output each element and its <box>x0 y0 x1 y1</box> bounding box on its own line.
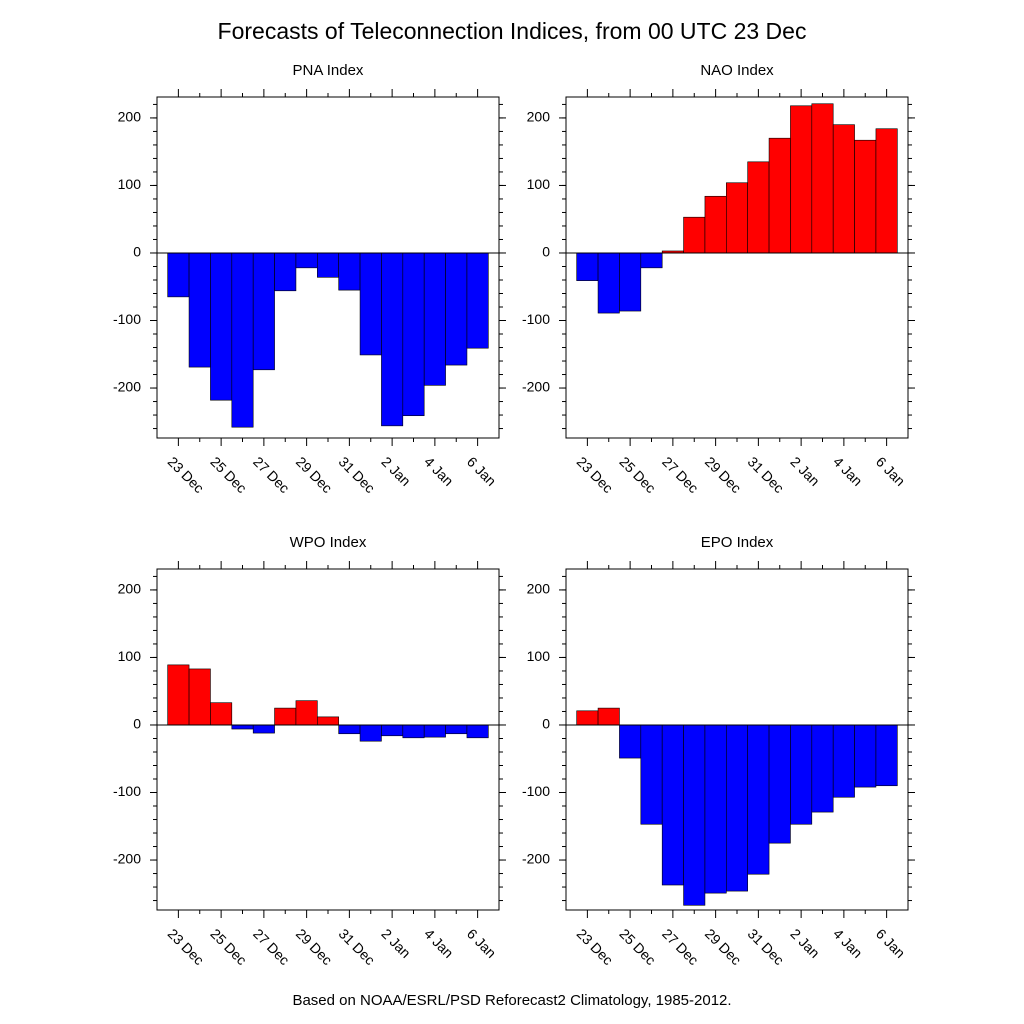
bar <box>640 252 663 269</box>
bar <box>854 139 877 254</box>
bar <box>875 128 898 254</box>
bar <box>683 216 706 254</box>
bar <box>359 252 382 356</box>
bar <box>597 252 620 314</box>
bar <box>167 252 190 298</box>
bar <box>726 182 748 254</box>
bar <box>252 252 275 371</box>
bar <box>210 252 233 401</box>
y-tick-label: 100 <box>118 648 142 664</box>
y-tick-label: 200 <box>527 581 551 597</box>
y-tick-label: 200 <box>118 581 142 597</box>
bar <box>811 724 834 813</box>
bar <box>704 724 727 894</box>
bar <box>188 252 211 368</box>
bar <box>640 724 663 825</box>
y-tick-label: 200 <box>118 109 142 125</box>
bar <box>768 724 791 844</box>
bar <box>402 252 425 417</box>
footnote: Based on NOAA/ESRL/PSD Reforecast2 Clima… <box>292 992 731 1009</box>
panel-title: PNA Index <box>293 62 364 79</box>
bar <box>402 724 425 739</box>
bar <box>466 252 489 349</box>
y-tick-label: 0 <box>133 244 141 260</box>
y-tick-label: -200 <box>113 379 141 395</box>
y-tick-label: -100 <box>522 311 550 327</box>
bar <box>359 724 382 742</box>
bar <box>683 724 706 906</box>
bar <box>597 707 620 726</box>
bar <box>167 664 190 726</box>
bar <box>231 252 254 428</box>
panel-title: NAO Index <box>700 62 774 79</box>
bar <box>338 724 361 735</box>
panel-title: WPO Index <box>290 534 367 551</box>
bar <box>832 124 855 254</box>
y-tick-label: -200 <box>522 379 550 395</box>
bar <box>210 702 233 726</box>
bar <box>619 252 642 312</box>
bar <box>445 724 468 735</box>
bar <box>445 252 468 366</box>
y-tick-label: 200 <box>527 109 551 125</box>
bar <box>576 710 599 726</box>
bar <box>252 724 275 734</box>
bar <box>274 707 297 726</box>
bar <box>875 724 898 787</box>
y-tick-label: -100 <box>113 311 141 327</box>
bar <box>188 668 211 726</box>
bar <box>295 700 318 726</box>
y-tick-label: -100 <box>113 783 141 799</box>
bar <box>423 724 446 738</box>
bar <box>576 252 599 281</box>
bar <box>790 105 813 254</box>
y-tick-label: 0 <box>542 716 550 732</box>
bar <box>381 252 404 427</box>
y-tick-label: 100 <box>527 176 551 192</box>
y-tick-label: -200 <box>113 851 141 867</box>
y-tick-label: -100 <box>522 783 550 799</box>
bar <box>832 724 855 798</box>
bar <box>338 252 361 291</box>
chart-title: Forecasts of Teleconnection Indices, fro… <box>218 18 807 44</box>
bar <box>811 103 834 254</box>
bar <box>790 724 813 825</box>
bar <box>274 252 297 292</box>
bar <box>726 724 748 892</box>
y-tick-label: -200 <box>522 851 550 867</box>
bar <box>317 716 339 726</box>
bar <box>854 724 877 788</box>
bar <box>661 724 684 886</box>
bar <box>704 195 727 254</box>
bar <box>747 724 770 875</box>
bar <box>317 252 339 278</box>
bar <box>381 724 404 737</box>
y-tick-label: 0 <box>133 716 141 732</box>
bar <box>423 252 446 386</box>
bar <box>747 161 770 254</box>
y-tick-label: 0 <box>542 244 550 260</box>
bar <box>295 252 318 269</box>
panel-title: EPO Index <box>701 534 774 551</box>
bar <box>619 724 642 759</box>
y-tick-label: 100 <box>118 176 142 192</box>
y-tick-label: 100 <box>527 648 551 664</box>
bar <box>768 137 791 254</box>
bar <box>466 724 489 739</box>
bar <box>231 724 254 730</box>
